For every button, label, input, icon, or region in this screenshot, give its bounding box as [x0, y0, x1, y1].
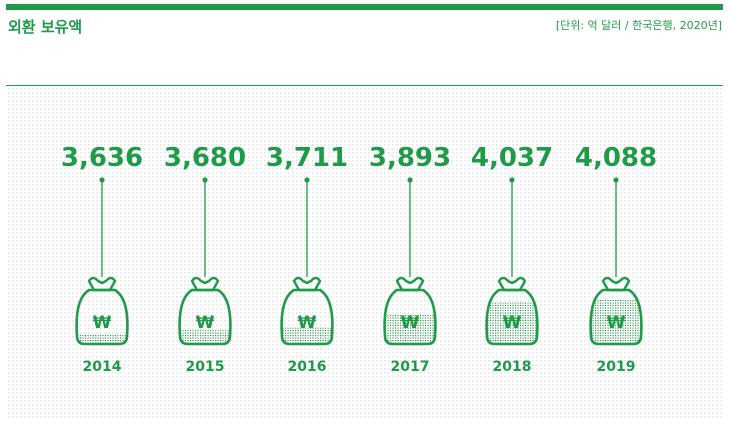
year-label: 2015 — [186, 359, 225, 375]
chart-marks-layer: 3,636 ₩2014 3,680 ₩2015 3,711 ₩2016 3,893 ₩2017… — [61, 143, 657, 375]
bag-fill-level — [590, 298, 642, 344]
dotted-background — [6, 86, 723, 418]
money-bag-tie-icon — [87, 276, 117, 292]
won-symbol-icon: ₩ — [196, 313, 215, 333]
won-symbol-icon: ₩ — [503, 313, 522, 333]
money-bag-icon — [485, 288, 539, 346]
bag-fill-level — [179, 330, 231, 344]
money-bag-icon — [178, 288, 232, 346]
value-label: 4,037 — [471, 143, 553, 173]
year-label: 2014 — [83, 359, 122, 375]
bag-fill-level — [384, 313, 436, 344]
money-bag-icon — [75, 288, 129, 346]
won-symbol-icon: ₩ — [93, 313, 112, 333]
money-bag-icon — [383, 288, 437, 346]
year-label: 2018 — [493, 359, 532, 375]
value-label: 3,680 — [164, 143, 246, 173]
won-symbol-icon: ₩ — [607, 313, 626, 333]
bag-fill-level — [281, 327, 333, 344]
money-bag-tie-icon — [601, 276, 631, 292]
won-symbol-icon: ₩ — [298, 313, 317, 333]
won-symbol-icon: ₩ — [401, 313, 420, 333]
bag-fill-level — [76, 333, 128, 344]
value-label: 3,711 — [266, 143, 348, 173]
top-accent-bar — [6, 4, 723, 10]
page-title: 외환 보유액 — [8, 18, 83, 36]
money-bag-icon — [589, 288, 643, 346]
year-label: 2019 — [597, 359, 636, 375]
money-bag-tie-icon — [497, 276, 527, 292]
value-label: 3,636 — [61, 143, 143, 173]
money-bag-tie-icon — [292, 276, 322, 292]
year-label: 2017 — [391, 359, 430, 375]
value-label: 3,893 — [369, 143, 451, 173]
bag-fill-level — [486, 302, 538, 344]
unit-note: [단위: 억 달러 / 한국은행, 2020년] — [555, 19, 722, 32]
money-bag-tie-icon — [395, 276, 425, 292]
value-label: 4,088 — [575, 143, 657, 173]
money-bag-tie-icon — [190, 276, 220, 292]
money-bag-icon — [280, 288, 334, 346]
header-divider — [6, 85, 723, 86]
year-label: 2016 — [288, 359, 327, 375]
